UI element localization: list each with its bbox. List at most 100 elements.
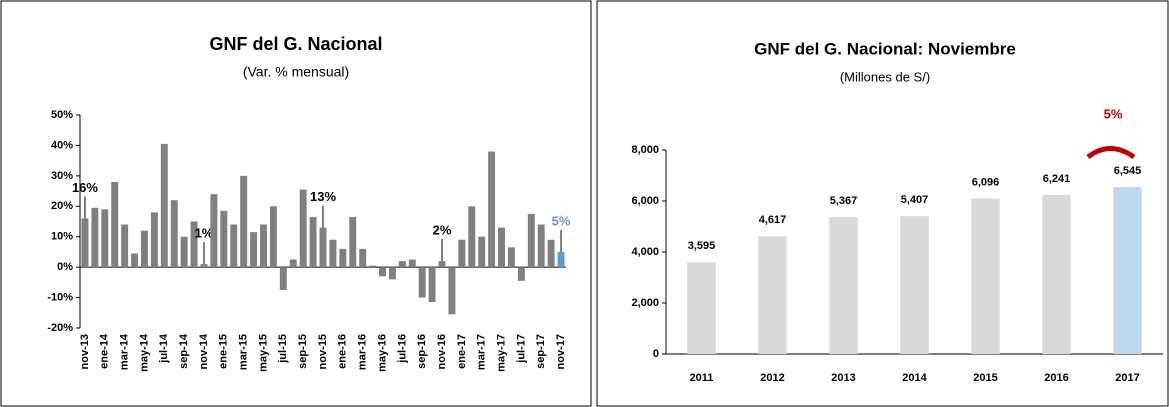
x-tick-label: nov-13 <box>79 334 91 369</box>
bar <box>408 259 416 268</box>
bar <box>758 236 787 354</box>
y-tick-label: -10% <box>47 291 73 303</box>
bar <box>220 210 228 268</box>
bar <box>200 264 208 268</box>
bar <box>448 267 456 315</box>
bar <box>478 236 486 268</box>
x-tick-label: sep-14 <box>178 333 190 369</box>
bar <box>250 232 258 268</box>
x-tick-label: mar-15 <box>238 334 250 370</box>
y-tick-label: 10% <box>51 231 73 243</box>
bar <box>537 224 545 268</box>
bar <box>150 212 158 268</box>
x-tick-label: 2016 <box>1044 372 1068 384</box>
x-tick-label: ene-15 <box>218 334 230 369</box>
bar <box>1042 194 1071 354</box>
bar <box>160 143 168 268</box>
bar <box>498 227 506 268</box>
x-tick-label: sep-15 <box>297 334 309 369</box>
bar <box>1113 187 1142 354</box>
bar <box>111 181 119 268</box>
chart-subtitle: (Millones de S/) <box>840 69 930 84</box>
x-tick-label: 2012 <box>760 372 784 384</box>
x-tick-label: sep-17 <box>535 334 547 369</box>
x-tick-label: 2017 <box>1115 372 1139 384</box>
bar <box>230 224 238 268</box>
x-tick-label: nov-16 <box>436 334 448 369</box>
x-tick-label: may-16 <box>376 334 388 372</box>
bar <box>900 216 929 354</box>
x-tick-label: jul-15 <box>277 334 289 364</box>
data-label: 2% <box>433 222 452 237</box>
bar <box>319 227 327 268</box>
bar <box>299 189 307 268</box>
x-tick-label: nov-14 <box>198 333 210 369</box>
data-label: 13% <box>310 189 336 204</box>
bar <box>101 209 109 268</box>
bar <box>468 206 476 268</box>
data-label: 6,545 <box>1114 165 1142 177</box>
bar <box>359 248 367 268</box>
bar <box>140 230 148 268</box>
chart-title: GNF del G. Nacional <box>209 34 382 54</box>
bar <box>488 151 496 268</box>
bar <box>131 253 139 268</box>
bar <box>289 259 297 268</box>
bar <box>269 206 277 268</box>
data-label: 6,241 <box>1043 173 1071 185</box>
x-tick-label: 2015 <box>973 372 997 384</box>
bar <box>91 207 99 268</box>
bar <box>170 200 178 268</box>
x-tick-label: jul-17 <box>515 334 527 364</box>
y-tick-label: 50% <box>51 109 73 121</box>
bar <box>379 267 386 277</box>
bar <box>829 217 858 354</box>
x-tick-label: may-17 <box>495 334 507 372</box>
x-tick-label: nov-15 <box>317 334 329 369</box>
data-label: 5% <box>552 213 571 228</box>
bar <box>260 224 267 268</box>
annotation: 5% <box>1104 106 1123 121</box>
data-label: 5,367 <box>830 195 858 207</box>
bar <box>438 261 446 268</box>
bar <box>121 224 129 268</box>
chart-subtitle: (Var. % mensual) <box>243 64 349 80</box>
x-tick-label: may-14 <box>138 333 150 372</box>
y-tick-label: 0% <box>57 261 73 273</box>
y-tick-label: 6,000 <box>631 195 659 207</box>
x-tick-label: sep-16 <box>416 334 428 369</box>
x-tick-label: 2011 <box>690 372 714 384</box>
x-tick-label: 2013 <box>831 372 855 384</box>
bar <box>210 194 218 268</box>
bar <box>180 236 188 268</box>
bar <box>279 267 287 290</box>
y-tick-label: 0 <box>653 348 659 360</box>
bar <box>971 198 1000 354</box>
bar <box>190 221 198 268</box>
data-label: 3,595 <box>688 240 716 252</box>
annotation-arc <box>1086 146 1136 160</box>
x-tick-label: jul-16 <box>396 334 408 364</box>
x-tick-label: ene-16 <box>337 334 349 369</box>
y-tick-label: 40% <box>51 139 73 151</box>
bar <box>687 262 716 354</box>
x-tick-label: mar-16 <box>357 334 369 370</box>
bar <box>517 267 525 281</box>
y-tick-label: 4,000 <box>631 246 659 258</box>
x-tick-label: ene-14 <box>99 333 111 369</box>
bar <box>81 218 89 268</box>
bar <box>418 267 426 298</box>
data-label: 5,407 <box>901 194 929 206</box>
x-tick-label: nov-17 <box>555 334 567 369</box>
bar <box>339 248 347 268</box>
bar <box>240 175 248 268</box>
bar <box>398 261 406 268</box>
y-tick-label: 2,000 <box>631 297 659 309</box>
x-tick-label: 2014 <box>902 372 927 384</box>
bar <box>507 247 515 268</box>
bar <box>349 216 357 268</box>
bar <box>309 216 317 268</box>
panel-border <box>596 0 1169 407</box>
x-tick-label: may-15 <box>257 334 269 372</box>
